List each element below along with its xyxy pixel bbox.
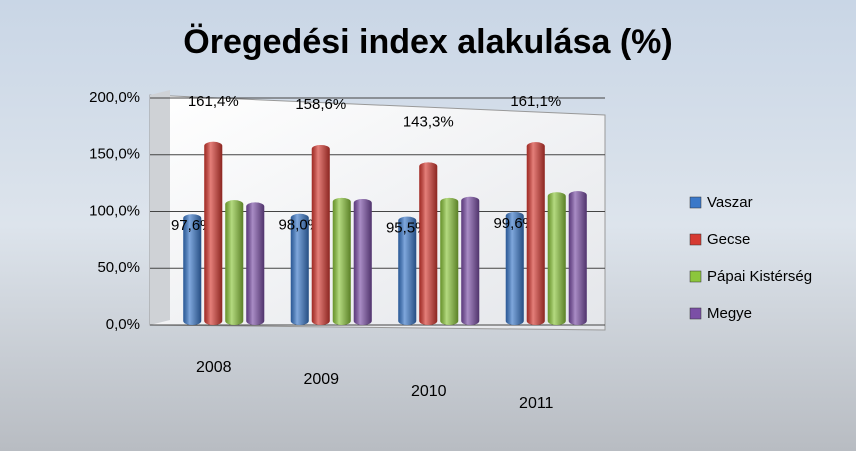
legend-label: Megye xyxy=(707,305,752,322)
bar xyxy=(568,191,587,325)
bar xyxy=(311,144,330,325)
value-label: 95,5% xyxy=(386,220,429,237)
legend-swatch xyxy=(689,233,702,246)
value-label: 158,6% xyxy=(295,96,346,113)
legend-swatch xyxy=(689,307,702,320)
bar xyxy=(332,197,351,325)
value-label: 98,0% xyxy=(278,217,321,234)
y-tick-label: 150,0% xyxy=(89,146,140,163)
bar xyxy=(440,197,459,325)
x-tick-label: 2010 xyxy=(411,383,447,400)
bar xyxy=(419,162,438,325)
bar xyxy=(461,196,480,325)
value-label: 143,3% xyxy=(403,113,454,130)
y-tick-label: 200,0% xyxy=(89,89,140,106)
x-tick-label: 2011 xyxy=(519,395,554,412)
legend-swatch xyxy=(689,196,702,209)
bar xyxy=(225,200,244,325)
bar xyxy=(246,202,265,325)
bar xyxy=(547,192,566,325)
bar xyxy=(204,141,223,325)
legend-label: Gecse xyxy=(707,231,750,248)
y-tick-label: 0,0% xyxy=(106,316,140,333)
legend-label: Vaszar xyxy=(707,194,753,211)
y-tick-label: 50,0% xyxy=(97,259,140,276)
value-label: 161,1% xyxy=(510,93,561,110)
side-wall xyxy=(150,90,170,325)
x-tick-label: 2008 xyxy=(196,359,232,376)
value-label: 97,6% xyxy=(171,217,214,234)
bar xyxy=(353,199,372,325)
value-label: 99,6% xyxy=(493,215,536,232)
y-tick-label: 100,0% xyxy=(89,202,140,219)
legend-swatch xyxy=(689,270,702,283)
bar xyxy=(526,142,545,325)
value-label: 161,4% xyxy=(188,93,239,110)
x-tick-label: 2009 xyxy=(303,371,339,388)
chart-title: Öregedési index alakulása (%) xyxy=(183,23,672,61)
legend-label: Pápai Kistérség xyxy=(707,268,812,285)
